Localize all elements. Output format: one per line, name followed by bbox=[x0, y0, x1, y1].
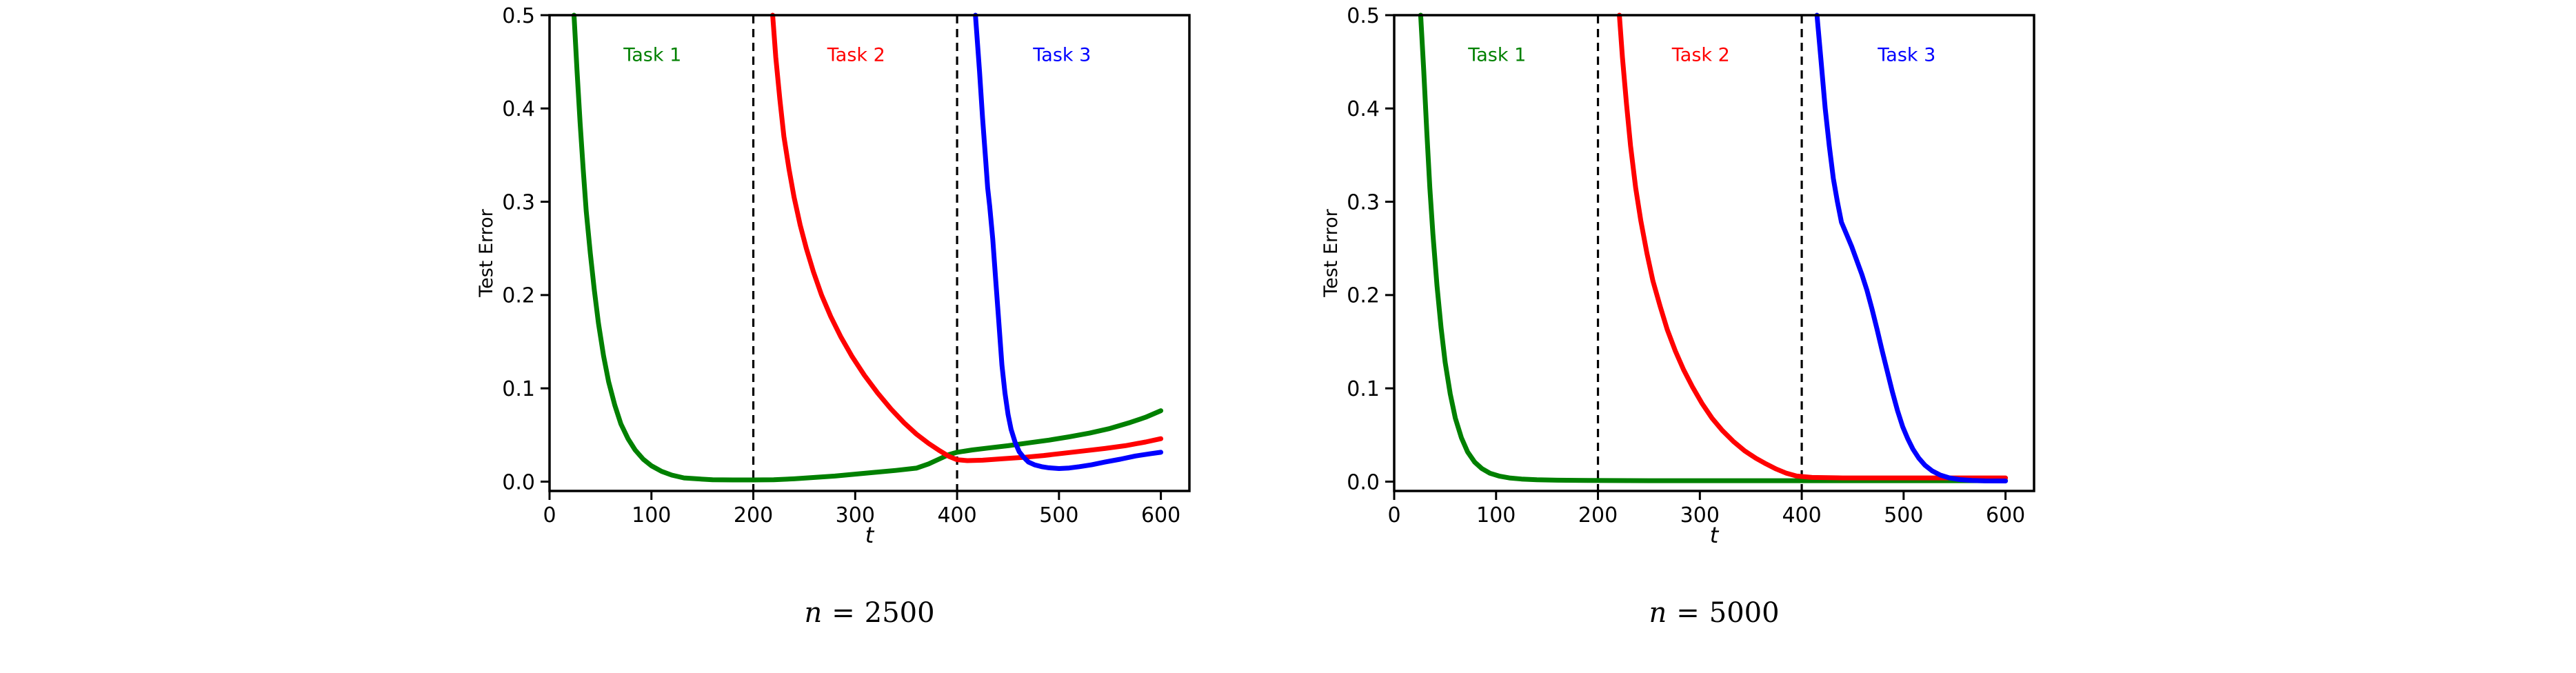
x-tick-label: 600 bbox=[1141, 503, 1180, 528]
x-axis-label: t bbox=[1710, 522, 1720, 548]
caption-variable: n bbox=[804, 597, 823, 629]
left-chart: 0 100 200 300 400 500 600 0.0 0.1 0.2 0.3 0.4 0.5 t Te… bbox=[476, 4, 1191, 548]
y-tick-label: 0.0 bbox=[1347, 470, 1380, 494]
series-line-task-1 bbox=[1418, 12, 2009, 483]
y-tick-label: 0.1 bbox=[502, 377, 535, 401]
x-axis-label: t bbox=[865, 522, 875, 548]
x-tick-label: 500 bbox=[1039, 503, 1078, 528]
y-tick-label: 0.1 bbox=[1347, 377, 1380, 401]
series-line-task-2 bbox=[1617, 12, 2009, 481]
caption-variable: n bbox=[1649, 597, 1667, 629]
series-line-task-2 bbox=[770, 12, 1164, 463]
y-tick-label: 0.5 bbox=[502, 4, 535, 28]
caption-value: 2500 bbox=[864, 597, 935, 629]
annotation-task-3: Task 3 bbox=[1032, 45, 1091, 66]
axes-spines bbox=[1393, 14, 2035, 492]
x-tick-label: 300 bbox=[836, 503, 875, 528]
x-tick-label: 500 bbox=[1884, 503, 1923, 528]
annotation-task-1: Task 1 bbox=[1467, 45, 1526, 66]
x-tick-label: 300 bbox=[1680, 503, 1720, 528]
series-line-task-3 bbox=[1814, 12, 2009, 483]
annotation-task-2: Task 2 bbox=[827, 45, 885, 66]
x-tick-label: 0 bbox=[543, 503, 556, 528]
y-axis-label: Test Error bbox=[476, 208, 497, 297]
chart-caption-left: n = 2500 bbox=[804, 597, 934, 629]
y-tick-label: 0.2 bbox=[1347, 284, 1380, 308]
x-tick-label: 100 bbox=[1476, 503, 1516, 528]
x-tick-label: 200 bbox=[1578, 503, 1618, 528]
axes-spines bbox=[548, 14, 1191, 492]
x-tick-label: 100 bbox=[632, 503, 671, 528]
y-tick-label: 0.3 bbox=[1347, 190, 1380, 214]
caption-equals: = bbox=[832, 597, 855, 629]
chart-caption-right: n = 5000 bbox=[1649, 597, 1779, 629]
x-tick-label: 400 bbox=[937, 503, 976, 528]
caption-value: 5000 bbox=[1709, 597, 1780, 629]
y-tick-label: 0.2 bbox=[502, 284, 535, 308]
x-tick-label: 200 bbox=[734, 503, 773, 528]
y-tick-label: 0.5 bbox=[1347, 4, 1380, 28]
x-tick-label: 0 bbox=[1387, 503, 1400, 528]
annotation-task-3: Task 3 bbox=[1877, 45, 1935, 66]
x-tick-label: 400 bbox=[1782, 503, 1821, 528]
caption-equals: = bbox=[1676, 597, 1700, 629]
y-tick-label: 0.0 bbox=[502, 470, 535, 494]
y-tick-label: 0.4 bbox=[1347, 97, 1380, 121]
x-tick-label: 600 bbox=[1986, 503, 2025, 528]
annotation-task-1: Task 1 bbox=[623, 45, 681, 66]
y-tick-label: 0.4 bbox=[502, 97, 535, 121]
y-tick-label: 0.3 bbox=[502, 190, 535, 214]
right-chart: 0 100 200 300 400 500 600 0.0 0.1 0.2 0.3 0.4 0.5 t Te… bbox=[1320, 4, 2035, 548]
series-line-task-3 bbox=[973, 12, 1164, 471]
annotation-task-2: Task 2 bbox=[1671, 45, 1730, 66]
y-axis-label: Test Error bbox=[1320, 208, 1342, 297]
series-line-task-1 bbox=[572, 12, 1164, 483]
